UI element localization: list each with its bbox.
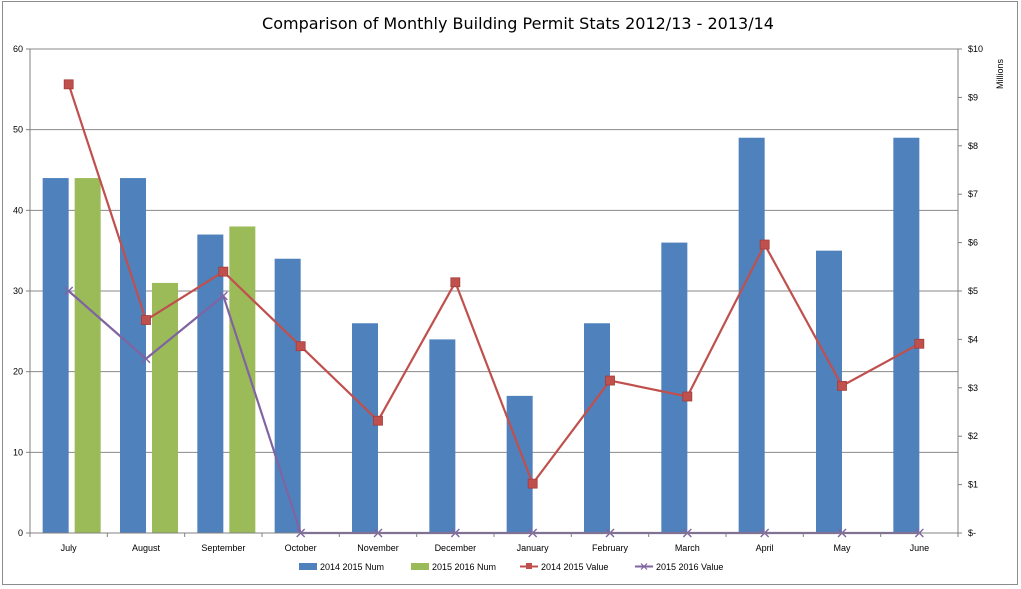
data-point [759,239,770,250]
x-tick-label: April [756,543,774,553]
left-tick-label: 10 [13,447,23,457]
data-point [605,375,615,386]
bar [74,178,101,534]
right-tick-label: $6 [968,238,978,248]
right-tick-label: $8 [968,141,978,151]
bar [429,339,456,533]
right-tick-label: $9 [968,92,978,102]
x-tick-label: August [132,543,161,553]
legend-marker [640,563,648,570]
legend-label: 2014 2015 Num [320,562,384,572]
gridlines [30,48,958,534]
left-tick-label: 60 [13,44,23,54]
right-tick-label: $2 [968,431,978,441]
bar [816,250,842,533]
data-point [295,341,306,352]
x-tick-label: November [357,543,399,553]
left-tick-label: 20 [13,367,23,377]
data-point [218,266,229,277]
x-tick-label: September [201,543,245,553]
legend-marker [526,563,532,569]
bar [274,258,301,533]
data-point [527,478,538,489]
series-lines [63,79,925,538]
legend-swatch [299,563,317,570]
legend-label: 2015 2016 Value [656,562,723,572]
bar [661,242,688,533]
x-tick-label: May [833,543,851,553]
left-tick-label: 0 [18,528,23,538]
legend-swatch [411,563,429,570]
axes: 0 10 20 30 40 50 60 $- $1 $2 $3 $4 $5 $6 $7 $8 $9 $10 July… [13,44,983,553]
right-axis-label: Millions [995,59,1005,90]
right-tick-label: $7 [968,189,978,199]
legend: 2014 2015 Num 2015 2016 Num 2014 2015 Valu… [299,562,723,572]
data-point [450,277,461,288]
left-tick-label: 40 [13,205,23,215]
legend-label: 2015 2016 Num [432,562,496,572]
x-tick-label: January [517,543,550,553]
right-tick-label: $5 [968,286,978,296]
bar [584,323,610,533]
right-tick-label: $4 [968,334,978,344]
x-tick-label: December [435,543,477,553]
right-tick-label: $1 [968,480,978,490]
legend-label: 2014 2015 Value [541,562,608,572]
data-point [141,315,151,325]
bar [506,395,533,533]
right-tick-label: $10 [968,44,983,54]
right-tick-label: $3 [968,383,978,393]
chart-title: Comparison of Monthly Building Permit St… [262,14,774,33]
chart-svg: Comparison of Monthly Building Permit St… [13,14,1005,572]
x-tick-label: July [61,543,78,553]
data-point [837,380,847,391]
x-tick-label: October [285,543,317,553]
bar [152,282,178,533]
series-line [67,290,920,535]
bar [893,137,920,533]
bar [738,137,765,533]
data-point [141,354,151,364]
left-tick-label: 50 [13,125,23,135]
bar [352,323,378,533]
data-point [63,79,74,90]
bar [42,178,69,534]
x-tick-label: February [592,543,629,553]
data-point [218,291,228,301]
data-point [682,391,693,402]
left-tick-label: 30 [13,286,23,296]
data-point [373,415,383,426]
data-point [64,286,74,296]
data-point [914,338,925,349]
x-tick-label: March [675,543,700,553]
series-line [67,83,920,485]
right-tick-label: $- [968,528,976,538]
x-tick-label: June [910,543,930,553]
